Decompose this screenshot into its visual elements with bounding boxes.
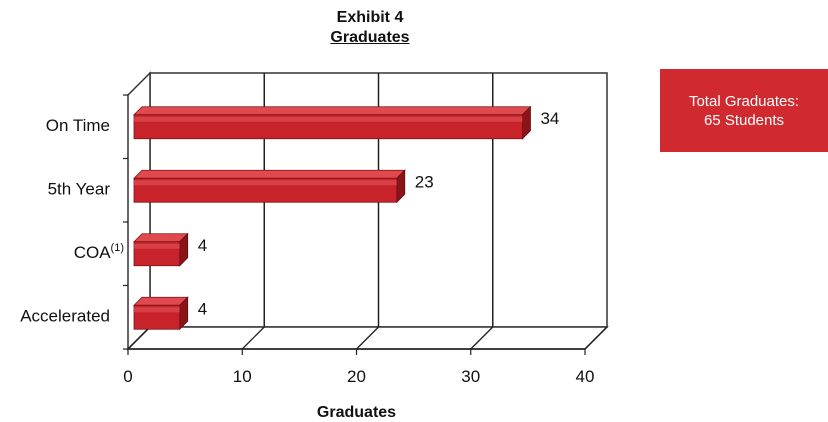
chart-title: Exhibit 4 Graduates: [270, 8, 470, 48]
bar-highlight: [134, 180, 397, 186]
data-label: 4: [198, 236, 207, 255]
x-tick-label: 30: [461, 367, 480, 386]
x-axis-title: Graduates: [317, 404, 396, 421]
category-label: On Time: [46, 116, 110, 135]
bar-highlight: [134, 116, 523, 122]
data-label: 4: [198, 299, 207, 318]
x-tick-label: 40: [576, 367, 595, 386]
x-tick-label: 20: [347, 367, 366, 386]
floor-gridline: [127, 326, 151, 350]
floor-gridline: [356, 326, 379, 350]
floor-gridline: [470, 326, 494, 350]
chart-subtitle: Graduates: [330, 29, 410, 46]
bar-top-face: [133, 233, 189, 243]
bar-top-face: [133, 106, 532, 116]
chart-title-line1: Exhibit 4: [336, 9, 404, 26]
floor-gridline: [584, 326, 608, 350]
category-label: 5th Year: [48, 179, 111, 198]
x-tick-label: 10: [233, 367, 252, 386]
bar-top-face: [133, 296, 189, 306]
bar-highlight: [134, 307, 180, 313]
total-graduates-callout: Total Graduates: 65 Students: [660, 69, 828, 152]
data-label: 23: [415, 172, 434, 191]
data-label: 34: [540, 109, 559, 128]
bar-top-face: [133, 169, 406, 179]
category-label: COA(1): [74, 242, 124, 262]
floor-gridline: [241, 326, 265, 350]
category-label: Accelerated: [20, 306, 110, 325]
callout-line1: Total Graduates:: [688, 92, 800, 110]
callout-line2: 65 Students: [703, 111, 785, 129]
bar-highlight: [134, 243, 180, 249]
x-tick-label: 0: [123, 367, 132, 386]
